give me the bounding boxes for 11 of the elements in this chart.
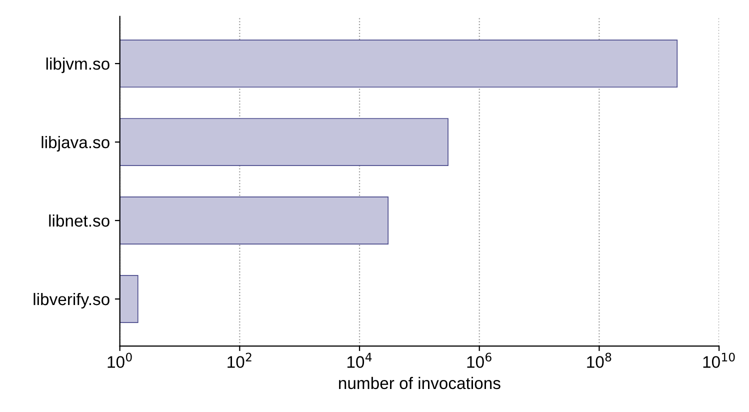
y-tick-label: libjava.so: [42, 136, 110, 152]
x-tick-label: 10$^{8}$: [587, 352, 612, 368]
x-tick-label: 10$^{2}$: [228, 352, 252, 368]
x-tick-label: 10$^{6}$: [467, 352, 492, 368]
x-axis-title: number of invocations: [339, 376, 500, 390]
y-tick-label: libjvm.so: [46, 58, 110, 74]
x-tick-label: 10$^{0}$: [108, 352, 132, 368]
y-tick-label: libverify.so: [34, 292, 110, 308]
y-tick-label: libnet.so: [49, 214, 110, 227]
x-tick-label: 10$^{10}$: [703, 352, 735, 368]
x-tick-label: 10$^{4}$: [347, 352, 372, 368]
